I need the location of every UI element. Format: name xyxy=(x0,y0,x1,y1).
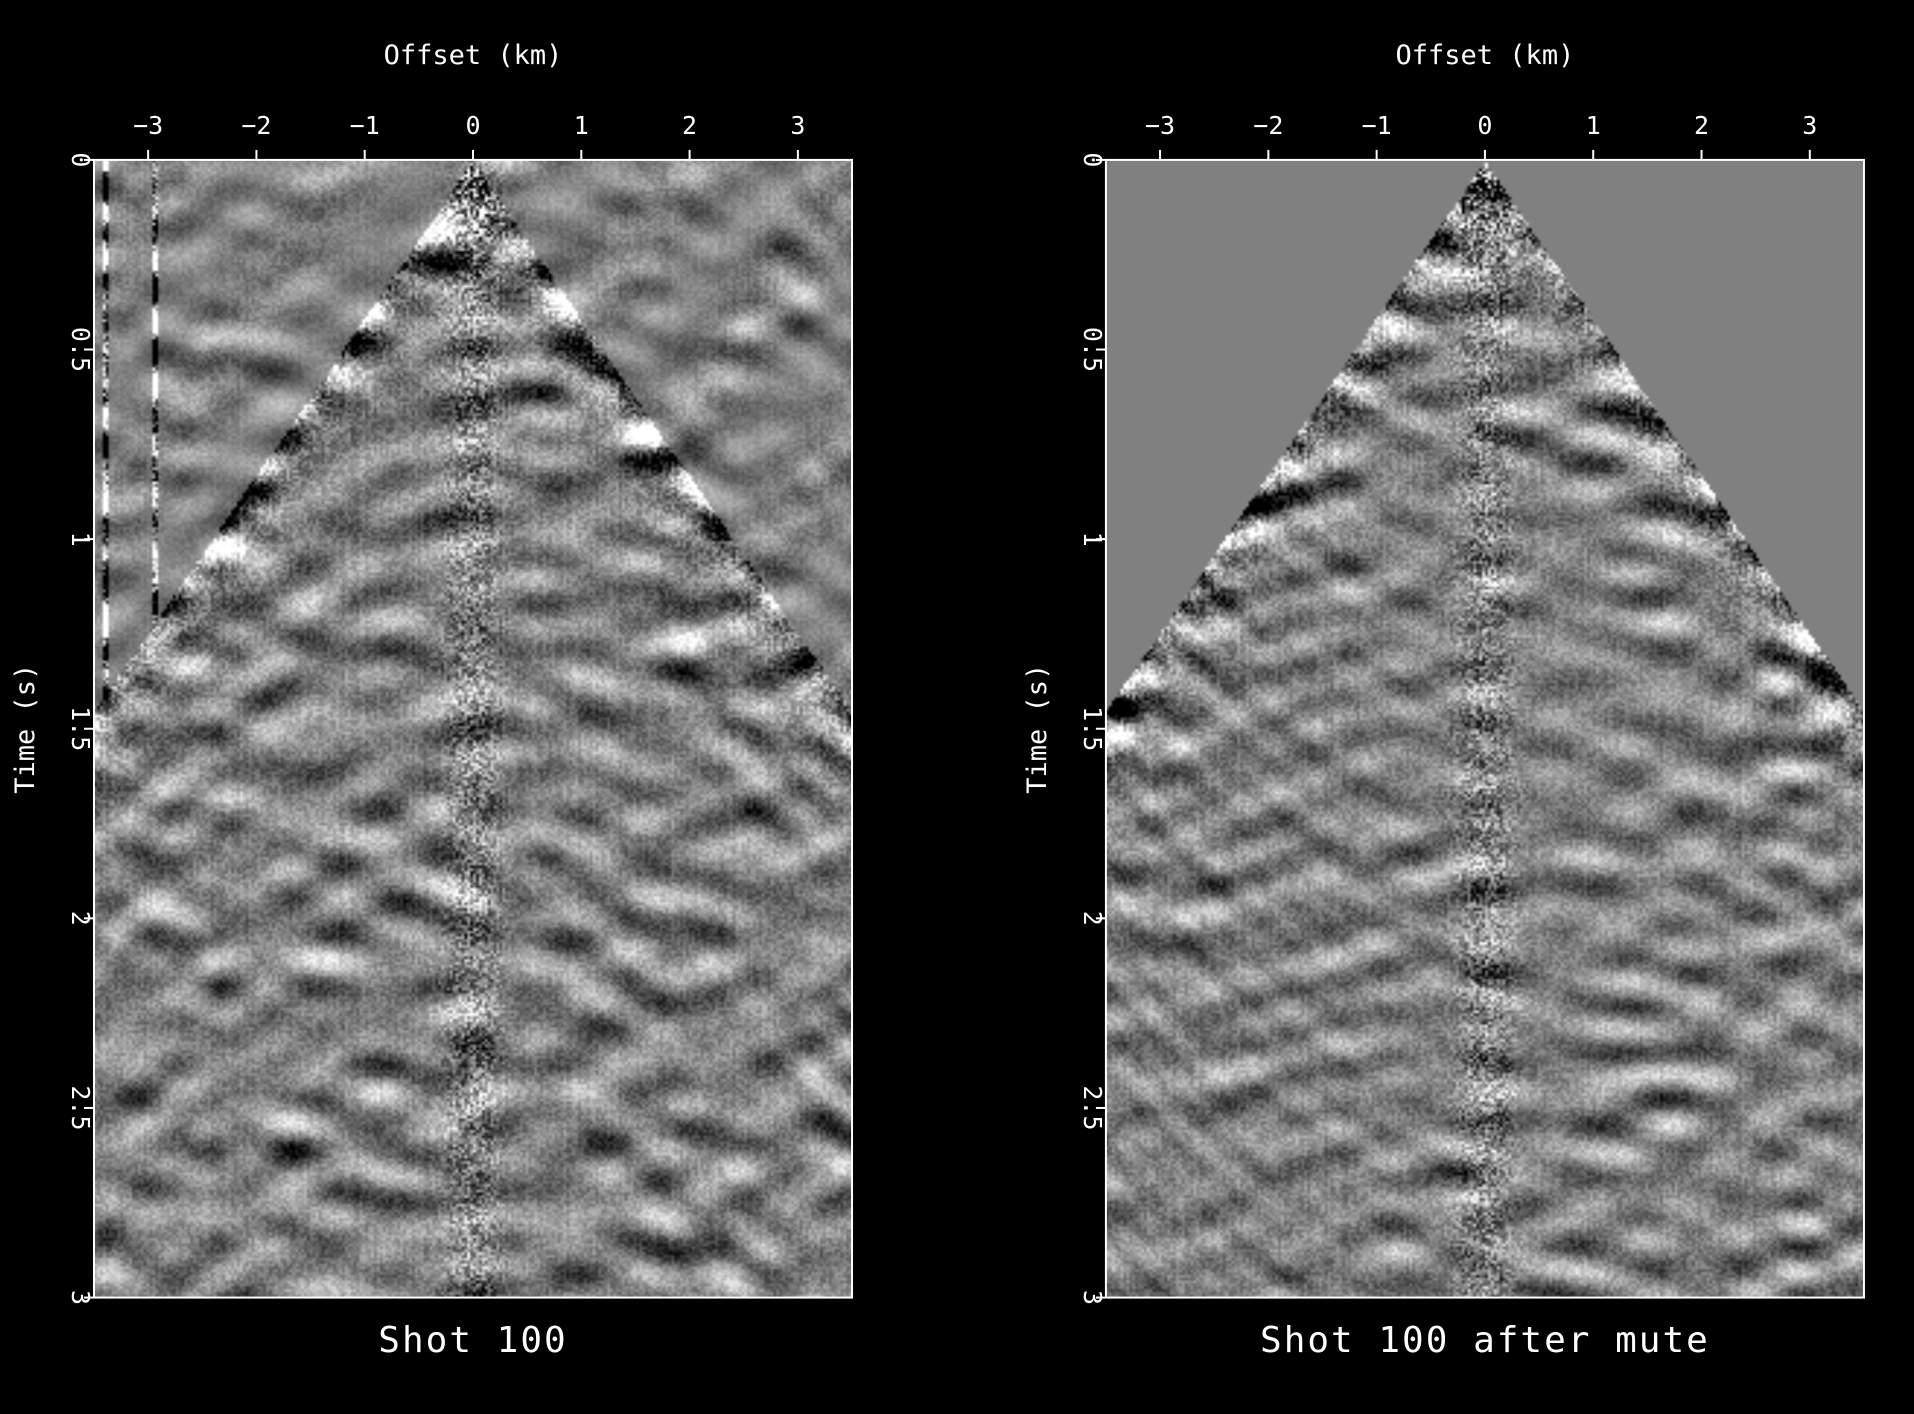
y-tick-label: 0 xyxy=(66,152,95,167)
seismic-image xyxy=(93,159,853,1298)
x-tick-label: −3 xyxy=(1145,111,1175,140)
y-tick-label: 1 xyxy=(1078,532,1107,547)
x-tick-label: −1 xyxy=(1362,111,1392,140)
y-tick-label: 2 xyxy=(1078,911,1107,926)
x-tick-label: 3 xyxy=(1802,111,1817,140)
x-tick-label: 0 xyxy=(1477,111,1492,140)
seismic-image xyxy=(1105,159,1864,1298)
y-axis-label: Time (s) xyxy=(10,664,41,794)
y-ticks: 0 0.5 1 1.5 2 2.5 3 xyxy=(1078,152,1107,1305)
x-tick-label: 0 xyxy=(465,111,480,140)
y-axis-label: Time (s) xyxy=(1022,664,1053,794)
x-axis-label: Offset (km) xyxy=(384,40,563,71)
x-tick-label: 2 xyxy=(682,111,697,140)
x-tick-label: 1 xyxy=(574,111,589,140)
x-axis-label: Offset (km) xyxy=(1396,40,1575,71)
panel-shot-100-after-mute: −3 −2 −1 0 1 2 3 0 0.5 1 1.5 2 2.5 3 Offset (km) Tim… xyxy=(1022,40,1865,1361)
chart-title: Shot 100 xyxy=(378,1320,567,1361)
chart-title: Shot 100 after mute xyxy=(1260,1320,1710,1361)
x-tick-label: 2 xyxy=(1694,111,1709,140)
y-tick-label: 0.5 xyxy=(66,327,95,372)
y-tick-label: 2.5 xyxy=(66,1085,95,1130)
y-tick-label: 1 xyxy=(66,532,95,547)
x-tick-label: −2 xyxy=(1253,111,1283,140)
y-tick-label: 2.5 xyxy=(1078,1085,1107,1130)
x-ticks: −3 −2 −1 0 1 2 3 xyxy=(1145,111,1817,160)
y-ticks: 0 0.5 1 1.5 2 2.5 3 xyxy=(66,152,95,1305)
y-tick-label: 3 xyxy=(1078,1290,1107,1305)
y-tick-label: 2 xyxy=(66,911,95,926)
y-tick-label: 1.5 xyxy=(66,706,95,751)
y-tick-label: 0 xyxy=(1078,152,1107,167)
x-tick-label: 1 xyxy=(1586,111,1601,140)
x-tick-label: −2 xyxy=(241,111,271,140)
y-tick-label: 0.5 xyxy=(1078,327,1107,372)
x-tick-label: −1 xyxy=(350,111,380,140)
x-tick-label: −3 xyxy=(133,111,163,140)
y-tick-label: 1.5 xyxy=(1078,706,1107,751)
x-tick-label: 3 xyxy=(790,111,805,140)
x-ticks: −3 −2 −1 0 1 2 3 xyxy=(133,111,805,160)
y-tick-label: 3 xyxy=(66,1290,95,1305)
panel-shot-100: −3 −2 −1 0 1 2 3 0 0.5 1 1.5 2 2.5 3 Offset (km) Tim… xyxy=(10,40,854,1361)
